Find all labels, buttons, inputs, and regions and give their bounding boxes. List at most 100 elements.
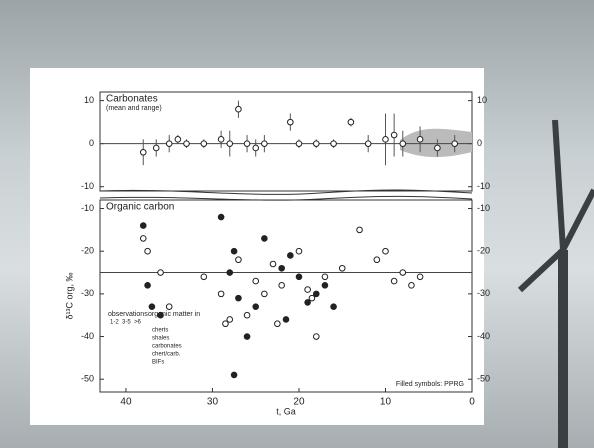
turbine: [520, 120, 594, 448]
point: [153, 145, 159, 151]
point: [223, 321, 229, 327]
point: [158, 270, 164, 276]
point: [331, 304, 337, 310]
y-tick-label: -10: [477, 203, 490, 213]
x-tick-label: 20: [293, 397, 305, 408]
legend-title: observations: [108, 311, 148, 318]
point: [231, 372, 237, 378]
legend-entry: BIFs: [152, 360, 164, 366]
point: [253, 145, 259, 151]
legend-entry: cherts: [152, 328, 168, 334]
point: [283, 317, 289, 323]
y-tick-label: 10: [84, 95, 94, 105]
point: [227, 141, 233, 147]
point: [305, 287, 311, 293]
point: [313, 291, 319, 297]
y-tick-label: -10: [81, 203, 94, 213]
point: [149, 304, 155, 310]
y-tick-label: -50: [477, 374, 490, 384]
point: [231, 248, 237, 254]
y-tick-label: -30: [477, 288, 490, 298]
point: [227, 317, 233, 323]
point: [435, 145, 441, 151]
panel-subtitle: (mean and range): [106, 105, 162, 112]
point: [383, 137, 389, 143]
note: Filled symbols: PPRG: [396, 381, 464, 388]
point: [279, 265, 285, 271]
point: [236, 106, 242, 112]
y-tick-label: -10: [81, 181, 94, 191]
point: [244, 141, 250, 147]
point: [262, 141, 268, 147]
point: [348, 119, 354, 125]
slide: Carbonates (mean and range) Organic carb…: [0, 0, 594, 448]
point: [374, 257, 380, 263]
point: [322, 283, 328, 289]
panel-title: Carbonates: [106, 94, 158, 105]
point: [417, 137, 423, 143]
point: [322, 274, 328, 280]
legend-column: >6: [134, 320, 142, 326]
point: [331, 141, 337, 147]
point: [275, 321, 281, 327]
point: [253, 278, 259, 284]
point: [305, 300, 311, 306]
point: [218, 137, 224, 143]
legend-entry: chert/carb.: [152, 352, 181, 358]
point: [288, 119, 294, 125]
point: [140, 149, 146, 155]
point: [400, 141, 406, 147]
x-tick-label: 0: [469, 397, 475, 408]
point: [270, 261, 276, 267]
y-tick-label: -40: [477, 331, 490, 341]
point: [365, 141, 371, 147]
point: [145, 283, 151, 289]
y-tick-label: 0: [477, 138, 482, 148]
point: [313, 334, 319, 340]
point: [166, 141, 172, 147]
point: [175, 137, 181, 143]
point: [417, 274, 423, 280]
point: [244, 334, 250, 340]
x-axis-label: t, Ga: [276, 406, 296, 416]
legend-entry: shales: [152, 336, 169, 342]
y-axis-label: δ¹³C org, ‰: [64, 272, 74, 319]
point: [400, 270, 406, 276]
point: [227, 270, 233, 276]
legend-column: 3-5: [122, 320, 131, 326]
point: [166, 304, 172, 310]
y-tick-label: -10: [477, 181, 490, 191]
point: [409, 283, 415, 289]
point: [313, 141, 319, 147]
point: [201, 274, 207, 280]
point: [383, 248, 389, 254]
point: [309, 295, 315, 301]
chart: Carbonates (mean and range) Organic carb…: [0, 0, 594, 448]
point: [140, 223, 146, 229]
y-tick-label: 10: [477, 95, 487, 105]
y-tick-label: -30: [81, 288, 94, 298]
y-tick-label: -50: [81, 374, 94, 384]
y-tick-label: 0: [89, 138, 94, 148]
figure-background: [30, 68, 484, 425]
legend-column: 1-2: [110, 320, 119, 326]
point: [184, 141, 190, 147]
y-tick-label: -20: [477, 246, 490, 256]
point: [288, 253, 294, 259]
point: [140, 236, 146, 242]
y-tick-label: -20: [81, 246, 94, 256]
point: [391, 278, 397, 284]
point: [253, 304, 259, 310]
point: [218, 291, 224, 297]
point: [236, 295, 242, 301]
x-tick-label: 40: [120, 397, 132, 408]
point: [201, 141, 207, 147]
point: [262, 291, 268, 297]
point: [218, 214, 224, 220]
x-tick-label: 30: [207, 397, 219, 408]
panel-title: Organic carbon: [106, 202, 174, 213]
point: [145, 248, 151, 254]
point: [279, 283, 285, 289]
x-tick-label: 10: [380, 397, 392, 408]
point: [236, 257, 242, 263]
